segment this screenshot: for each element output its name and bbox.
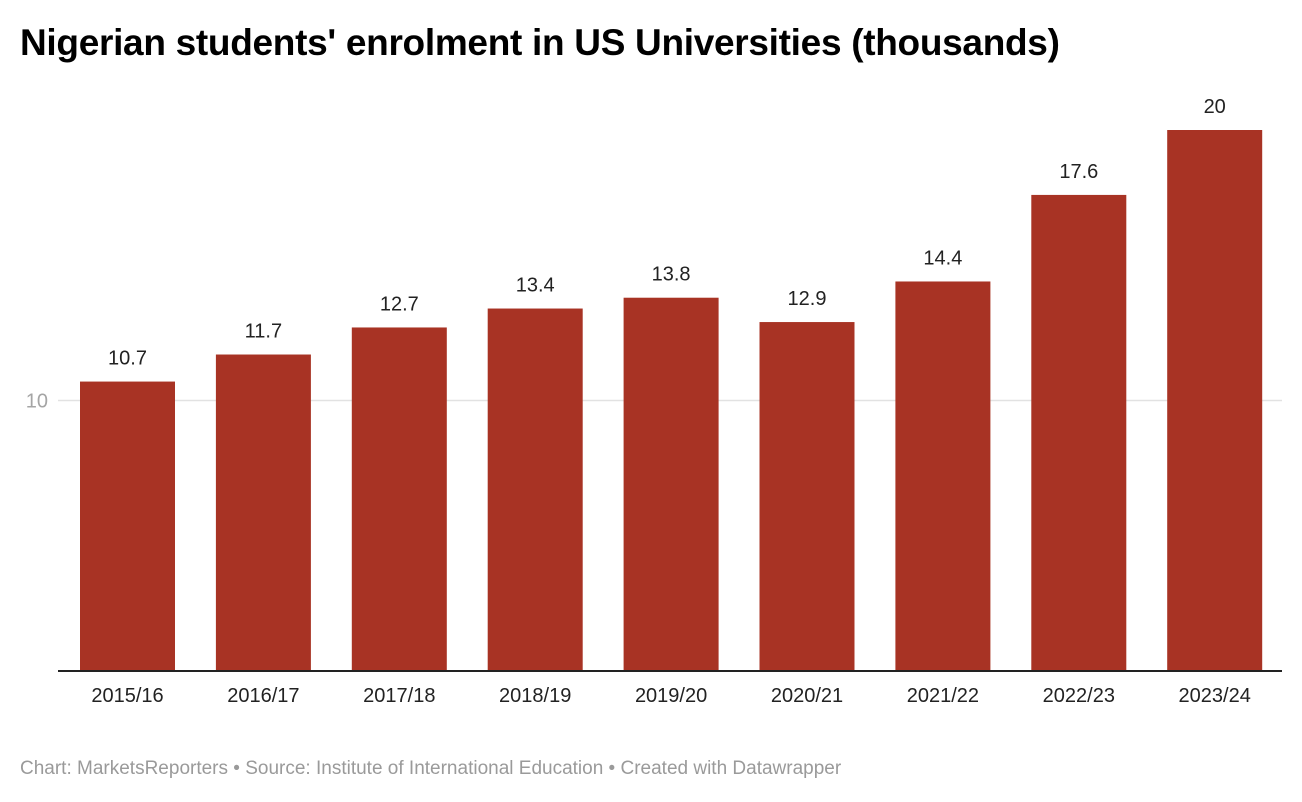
data-label: 12.9 xyxy=(788,288,827,310)
data-label: 14.4 xyxy=(923,247,962,269)
data-label: 13.8 xyxy=(652,264,691,286)
data-label: 13.4 xyxy=(516,275,555,297)
bar xyxy=(1031,194,1127,672)
x-tick-label: 2020/21 xyxy=(771,685,843,707)
x-tick-label: 2015/16 xyxy=(91,685,163,707)
x-tick-label: 2018/19 xyxy=(499,685,571,707)
bar xyxy=(895,281,991,671)
x-tick-label: 2019/20 xyxy=(635,685,707,707)
chart-footer: Chart: MarketsReporters • Source: Instit… xyxy=(20,758,842,779)
y-tick-label: 10 xyxy=(26,391,48,413)
bar xyxy=(487,308,583,671)
x-tick-label: 2017/18 xyxy=(363,685,435,707)
data-label: 20 xyxy=(1204,96,1226,118)
bar xyxy=(1167,130,1263,671)
data-label: 10.7 xyxy=(108,348,147,370)
x-tick-label: 2016/17 xyxy=(227,685,299,707)
data-label: 12.7 xyxy=(380,293,419,315)
data-label: 11.7 xyxy=(245,321,282,343)
bar xyxy=(351,327,447,671)
bar xyxy=(80,381,175,671)
x-tick-label: 2023/24 xyxy=(1179,685,1251,707)
bar xyxy=(215,354,311,671)
bar xyxy=(623,297,719,671)
data-label: 17.6 xyxy=(1059,161,1098,183)
bar xyxy=(759,322,855,671)
chart-title: Nigerian students' enrolment in US Unive… xyxy=(20,22,1060,63)
x-tick-label: 2021/22 xyxy=(907,685,979,707)
x-tick-label: 2022/23 xyxy=(1043,685,1115,707)
